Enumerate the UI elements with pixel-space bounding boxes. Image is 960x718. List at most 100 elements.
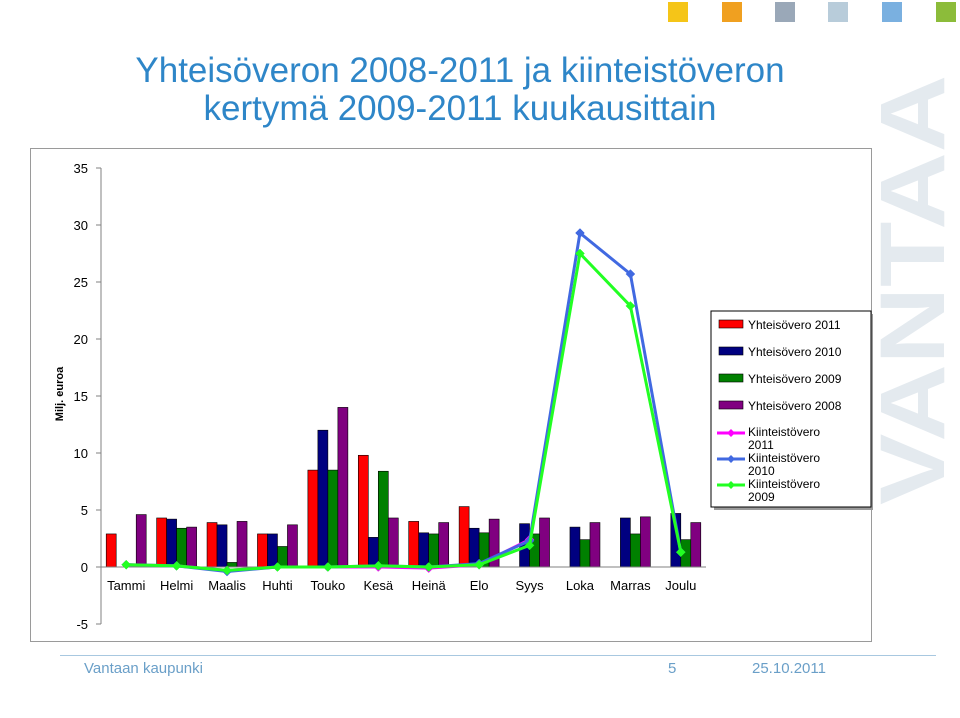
x-tick-label: Touko bbox=[311, 578, 346, 593]
x-tick-label: Helmi bbox=[160, 578, 193, 593]
bar bbox=[176, 527, 187, 568]
data-point bbox=[121, 559, 132, 570]
data-point bbox=[575, 228, 585, 238]
y-tick-label: 20 bbox=[74, 332, 88, 347]
x-tick-label: Elo bbox=[470, 578, 489, 593]
bar bbox=[206, 522, 218, 568]
legend-swatch bbox=[718, 346, 744, 356]
x-tick-label: Tammi bbox=[107, 578, 145, 593]
data-point bbox=[625, 269, 636, 279]
y-axis-label: Milj. euroa bbox=[54, 366, 66, 421]
brand-text: VANTAA bbox=[868, 75, 958, 505]
slide-title: Yhteisöveron 2008-2011 ja kiinteistövero… bbox=[60, 52, 860, 128]
bar bbox=[408, 521, 420, 568]
legend-swatch bbox=[718, 373, 744, 383]
accent-square bbox=[775, 2, 795, 22]
bar bbox=[257, 533, 268, 568]
plot-area bbox=[101, 168, 706, 624]
bar bbox=[579, 539, 591, 568]
bar bbox=[166, 518, 177, 568]
bar bbox=[135, 514, 147, 568]
chart-svg: -5 0 5 10 15 20 25 30 35 Milj. euroa Tammi Helmi Maa… bbox=[54, 161, 873, 632]
legend-label: Kiinteistövero 2010 bbox=[748, 451, 820, 478]
bar bbox=[428, 533, 440, 568]
series-line bbox=[126, 252, 683, 572]
legend-swatch bbox=[718, 400, 744, 410]
title-line-1: Yhteisöveron 2008-2011 ja kiinteistövero… bbox=[135, 51, 785, 90]
data-point bbox=[474, 559, 484, 570]
x-tick-label: Marras bbox=[610, 578, 651, 593]
bar bbox=[317, 429, 329, 568]
y-tick-label: -5 bbox=[76, 617, 88, 632]
y-tick-label: 0 bbox=[81, 560, 88, 575]
y-tick-label: 25 bbox=[74, 275, 88, 290]
x-tick-label: Kesä bbox=[363, 578, 393, 593]
title-line-2: kertymä 2009-2011 kuukausittain bbox=[203, 89, 717, 128]
legend-marker bbox=[727, 455, 735, 463]
bar bbox=[327, 469, 339, 568]
bar bbox=[226, 562, 238, 568]
legend-label: Kiinteistövero 2011 bbox=[748, 425, 820, 452]
y-tick-label: 5 bbox=[81, 503, 88, 518]
bar bbox=[377, 470, 389, 568]
data-point bbox=[625, 301, 636, 311]
data-point bbox=[373, 561, 384, 571]
bar bbox=[640, 516, 651, 568]
accent-square bbox=[882, 2, 902, 22]
bar bbox=[357, 454, 369, 568]
y-tick-label: 10 bbox=[74, 446, 88, 461]
x-tick-label: Maalis bbox=[208, 578, 246, 593]
data-point bbox=[323, 562, 333, 572]
bar bbox=[589, 522, 601, 568]
bar bbox=[620, 517, 631, 568]
data-point bbox=[524, 540, 535, 551]
x-tick-label: Heinä bbox=[412, 578, 447, 593]
bar bbox=[337, 407, 349, 568]
bar bbox=[236, 521, 248, 568]
accent-square bbox=[828, 2, 848, 22]
bar bbox=[387, 517, 399, 568]
accent-square bbox=[936, 2, 956, 22]
x-tick-label: Loka bbox=[566, 578, 595, 593]
footer-page-number: 5 bbox=[668, 660, 677, 677]
y-tick-label: 30 bbox=[74, 218, 88, 233]
y-tick-label: 15 bbox=[74, 389, 88, 404]
chart-area: -5 0 5 10 15 20 25 30 35 Milj. euroa Tammi Helmi Maa… bbox=[30, 148, 873, 642]
brand-watermark: VANTAA bbox=[868, 75, 958, 505]
bar bbox=[458, 506, 470, 568]
bar bbox=[267, 533, 278, 568]
bar bbox=[156, 517, 167, 568]
data-point bbox=[272, 562, 283, 572]
legend-marker bbox=[727, 481, 735, 489]
legend-label: Yhteisövero 2009 bbox=[748, 372, 842, 386]
bar bbox=[630, 533, 641, 568]
bar bbox=[287, 524, 298, 568]
legend-swatch bbox=[718, 319, 744, 329]
bar bbox=[307, 469, 319, 568]
bar bbox=[438, 522, 450, 568]
legend-marker bbox=[727, 429, 735, 437]
x-tick-label: Syys bbox=[515, 578, 544, 593]
accent-square bbox=[668, 2, 688, 22]
y-tick-label: 35 bbox=[74, 161, 88, 176]
accent-square bbox=[722, 2, 742, 22]
legend-label: Yhteisövero 2010 bbox=[748, 345, 842, 359]
data-point bbox=[575, 248, 585, 259]
data-point bbox=[675, 547, 686, 558]
data-point bbox=[222, 565, 232, 576]
bar bbox=[216, 524, 228, 568]
data-point bbox=[423, 562, 434, 572]
bar bbox=[569, 526, 581, 568]
accent-squares bbox=[0, 0, 960, 24]
footer-date: 25.10.2011 bbox=[752, 660, 826, 677]
bar bbox=[690, 522, 702, 568]
bar bbox=[418, 532, 430, 568]
bar bbox=[105, 533, 117, 568]
bar bbox=[539, 517, 550, 568]
legend-label: Yhteisövero 2011 bbox=[748, 318, 841, 332]
x-tick-label: Joulu bbox=[665, 578, 696, 593]
legend-label: Kiinteistövero 2009 bbox=[748, 477, 820, 504]
legend-label: Yhteisövero 2008 bbox=[748, 399, 842, 413]
bar bbox=[186, 526, 197, 568]
x-tick-label: Huhti bbox=[262, 578, 292, 593]
